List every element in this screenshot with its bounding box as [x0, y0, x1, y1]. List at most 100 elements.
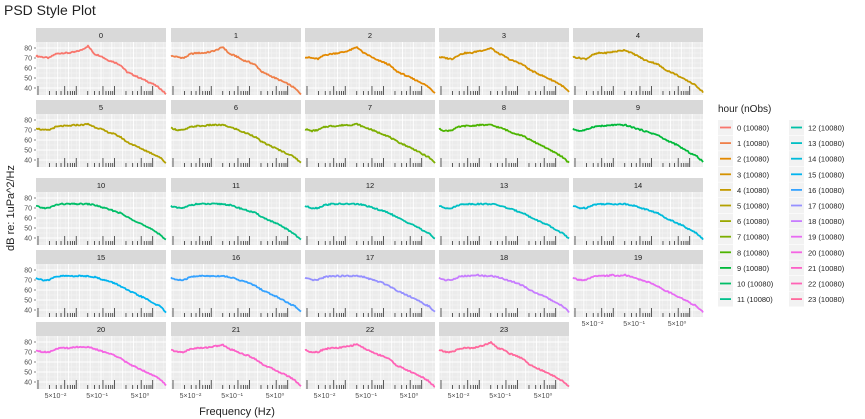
y-tick-label: 40: [24, 86, 32, 93]
facet-strip-label: 6: [234, 103, 238, 112]
facet-strip: [305, 250, 435, 264]
facet-strip: [439, 322, 569, 336]
legend-entry-label: 20 (10080): [808, 248, 845, 257]
psd-series-line-17: [304, 274, 436, 313]
legend-entry-label: 21 (10080): [808, 264, 845, 273]
y-tick-label: 80: [24, 268, 32, 275]
y-tick-label: 50: [24, 76, 32, 83]
facet-strip-label: 12: [366, 181, 374, 190]
facet-strip-label: 10: [97, 181, 105, 190]
facet-strip-label: 22: [366, 325, 374, 334]
facet-strip-label: 3: [502, 31, 506, 40]
x-tick-label: 5×10⁻²: [448, 393, 470, 400]
x-tick-label: 5×10⁻¹: [355, 393, 377, 400]
x-tick-label: 5×10⁻²: [180, 393, 202, 400]
facet-panel-8: 8: [438, 100, 570, 167]
psd-series-line-2: [304, 46, 436, 94]
facet-strip: [573, 28, 703, 42]
legend-entry-label: 15 (10080): [808, 170, 845, 179]
facet-strip-label: 19: [634, 253, 642, 262]
facet-strip-label: 0: [99, 31, 103, 40]
legend-entry-label: 5 (10080): [737, 202, 770, 211]
psd-series-line-23: [438, 341, 570, 388]
facet-panel-22: 22 5×10⁻² 5×10⁻¹ 5×10⁰: [304, 322, 436, 400]
facet-panel-15: 15 40 50 60 70 80: [24, 250, 167, 317]
facet-panel-13: 13: [438, 178, 570, 245]
x-tick-label: 5×10⁻¹: [86, 393, 108, 400]
y-tick-label: 60: [24, 288, 32, 295]
legend-entry-label: 13 (10080): [808, 139, 845, 148]
facet-panel-16: 16: [170, 250, 302, 317]
facet-strip: [305, 178, 435, 192]
facet-panel-19: 19 5×10⁻² 5×10⁻¹ 5×10⁰: [572, 250, 704, 328]
y-tick-label: 80: [24, 118, 32, 125]
psd-series-line-1: [170, 46, 302, 96]
facet-strip: [439, 100, 569, 114]
facet-panel-7: 7: [304, 100, 436, 167]
y-tick-label: 70: [24, 278, 32, 285]
legend-entry-label: 19 (10080): [808, 233, 845, 242]
facet-strip-label: 8: [502, 103, 506, 112]
legend-entry-label: 2 (10080): [737, 155, 770, 164]
legend-title: hour (nObs): [718, 104, 771, 115]
x-tick-label: 5×10⁻²: [582, 321, 604, 328]
y-tick-label: 40: [24, 158, 32, 165]
psd-series-line-0: [35, 44, 167, 95]
y-tick-label: 50: [24, 148, 32, 155]
facet-strip: [36, 100, 166, 114]
y-tick-label: 40: [24, 380, 32, 387]
facet-panel-14: 14: [572, 178, 704, 245]
legend-entry-label: 11 (10080): [737, 295, 773, 304]
y-tick-label: 70: [24, 206, 32, 213]
psd-series-line-14: [572, 202, 704, 241]
facet-panel-12: 12: [304, 178, 436, 245]
legend-entry-label: 8 (10080): [737, 248, 770, 257]
facet-strip-label: 20: [97, 325, 105, 334]
facet-panel-9: 9: [572, 100, 704, 167]
legend-entry-label: 6 (10080): [737, 217, 770, 226]
facet-strip-label: 14: [634, 181, 642, 190]
psd-series-line-15: [35, 274, 167, 314]
legend-entry-label: 22 (10080): [808, 280, 845, 289]
x-tick-label: 5×10⁻¹: [489, 393, 511, 400]
legend: hour (nObs) 0 (10080) 1 (10080) 2 (10080) 3 …: [718, 104, 845, 307]
facet-panel-17: 17: [304, 250, 436, 317]
psd-series-line-11: [170, 202, 302, 241]
y-tick-label: 50: [24, 370, 32, 377]
facet-strip-label: 15: [97, 253, 105, 262]
facet-strip: [171, 100, 301, 114]
psd-series-line-7: [304, 122, 436, 164]
x-tick-label: 5×10⁰: [266, 392, 285, 400]
psd-series-line-9: [572, 123, 704, 163]
facet-strip: [573, 100, 703, 114]
facet-strip-label: 17: [366, 253, 374, 262]
legend-entry-label: 12 (10080): [808, 124, 845, 133]
psd-series-line-10: [35, 202, 167, 241]
legend-entry-label: 17 (10080): [808, 202, 845, 211]
facet-panel-11: 11: [170, 178, 302, 245]
facet-strip-label: 5: [99, 103, 103, 112]
facet-strip-label: 2: [368, 31, 372, 40]
facet-panel-20: 20 40 50 60 70 80 5×10⁻² 5×10⁻¹ 5×10⁰: [24, 322, 167, 400]
facet-strip: [171, 178, 301, 192]
y-tick-label: 80: [24, 46, 32, 53]
legend-entry-label: 1 (10080): [737, 139, 770, 148]
y-tick-label: 70: [24, 350, 32, 357]
facet-strip-label: 9: [636, 103, 640, 112]
facet-strip: [305, 28, 435, 42]
legend-entry-label: 16 (10080): [808, 186, 845, 195]
facet-strip: [171, 28, 301, 42]
psd-series-line-4: [572, 48, 704, 94]
facet-strip: [439, 178, 569, 192]
facet-strip-label: 11: [232, 181, 240, 190]
y-tick-label: 40: [24, 308, 32, 315]
chart-title: PSD Style Plot: [4, 2, 96, 18]
y-tick-label: 70: [24, 56, 32, 63]
facet-strip: [305, 322, 435, 336]
legend-entry-label: 23 (10080): [808, 295, 845, 304]
psd-series-line-8: [438, 123, 570, 164]
x-tick-label: 5×10⁰: [400, 392, 419, 400]
facet-strip: [573, 250, 703, 264]
y-tick-label: 80: [24, 340, 32, 347]
